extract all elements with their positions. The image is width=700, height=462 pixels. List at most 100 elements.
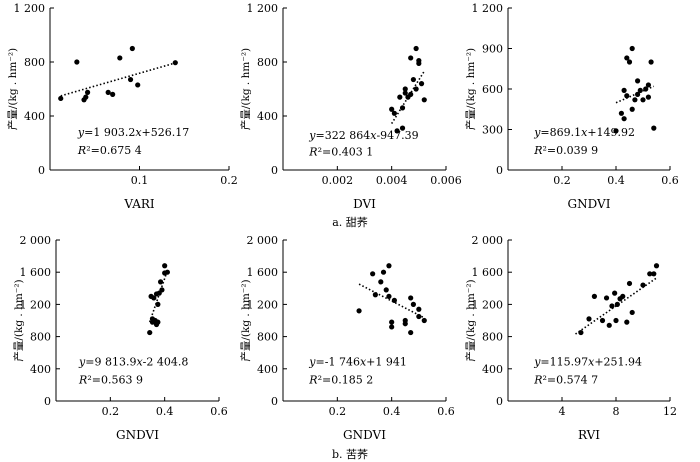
y-tick-label: 0: [496, 164, 503, 177]
data-point: [645, 82, 652, 88]
y-tick-label: 400: [482, 363, 503, 376]
data-point: [370, 271, 376, 277]
data-point: [624, 319, 630, 325]
data-point: [356, 308, 362, 314]
data-point: [416, 60, 422, 66]
x-tick-label: 12: [663, 405, 677, 418]
data-point: [58, 95, 64, 102]
y-tick-label: 0: [271, 395, 278, 408]
caption-b: b. 苦荞: [331, 448, 369, 461]
x-tick-label: 0.006: [430, 174, 462, 187]
data-point: [416, 306, 422, 312]
data-point: [629, 309, 635, 316]
y-tick-label: 800: [482, 331, 503, 344]
data-point: [389, 106, 395, 112]
data-point: [410, 301, 416, 307]
data-point: [613, 128, 619, 134]
data-point: [643, 86, 649, 92]
data-point: [383, 287, 389, 293]
r-squared: R²=0.039 9: [533, 144, 598, 157]
y-tick-label: 400: [24, 110, 45, 123]
x-tick-label: 0.002: [322, 174, 354, 187]
data-point: [635, 78, 641, 84]
r-squared: R²=0.185 2: [308, 373, 373, 386]
panel-5: 0 400 800 1 200 1 600 2 000 0.2 0.4 0.6 GNDVI 产量/(…: [239, 234, 455, 442]
x-axis-label: GNDVI: [343, 428, 386, 442]
data-point: [618, 110, 625, 116]
y-axis-label: 产量/(kg . hm⁻²): [6, 48, 19, 130]
data-point: [408, 91, 414, 97]
data-point: [591, 293, 598, 299]
data-point: [586, 316, 592, 322]
data-point: [626, 280, 633, 287]
data-point: [84, 89, 91, 95]
y-tick-label: 800: [30, 331, 51, 344]
data-point: [578, 329, 584, 336]
data-point: [632, 97, 638, 103]
x-tick-label: 0.6: [661, 174, 679, 187]
y-tick-label: 900: [482, 43, 503, 56]
y-tick-label: 0: [44, 395, 51, 408]
data-point: [399, 105, 406, 111]
data-point: [389, 319, 395, 325]
x-tick-label: 0.004: [376, 174, 408, 187]
data-point: [624, 93, 630, 99]
y-tick-label: 1 200: [247, 298, 279, 311]
data-point: [151, 295, 157, 301]
data-point: [606, 322, 612, 328]
x-axis-label: VARI: [123, 197, 155, 211]
y-tick-label: 1 200: [472, 2, 504, 15]
y-axis-label: 产量/(kg . hm⁻²): [464, 279, 477, 361]
y-tick-label: 1 200: [247, 2, 279, 15]
x-tick-label: 0.2: [220, 174, 238, 187]
data-point: [172, 60, 178, 66]
data-point: [640, 97, 646, 103]
data-point: [413, 45, 419, 52]
y-tick-label: 1 600: [472, 266, 504, 279]
r-squared: R²=0.574 7: [533, 373, 598, 386]
trend-line: [148, 270, 169, 323]
caption-a: a. 甜荞: [332, 216, 368, 229]
data-point: [621, 87, 627, 93]
data-point: [621, 116, 627, 122]
data-point: [620, 293, 626, 299]
y-tick-label: 2 000: [247, 234, 279, 247]
data-point: [614, 301, 620, 307]
x-axis-label: DVI: [353, 197, 376, 211]
x-tick-label: 0.1: [131, 174, 149, 187]
data-point: [410, 76, 416, 83]
r-squared: R²=0.563 9: [78, 373, 143, 386]
y-tick-label: 800: [257, 331, 278, 344]
data-point: [162, 263, 168, 269]
regression-equation: y=115.97x+251.94: [533, 356, 642, 369]
data-point: [117, 55, 123, 61]
data-point: [127, 76, 134, 83]
data-point: [408, 55, 414, 61]
data-point: [380, 269, 387, 275]
data-point: [416, 313, 422, 320]
data-point: [110, 91, 116, 97]
data-point: [645, 94, 652, 100]
data-point: [648, 59, 654, 65]
data-point: [402, 86, 408, 92]
data-point: [408, 329, 414, 336]
data-point: [408, 295, 414, 301]
y-tick-label: 300: [482, 124, 503, 137]
x-tick-label: 0.6: [437, 405, 455, 418]
y-tick-label: 1 200: [472, 298, 504, 311]
y-tick-label: 800: [24, 56, 45, 69]
y-tick-label: 0: [496, 395, 503, 408]
y-tick-label: 800: [257, 56, 278, 69]
x-axis-label: GNDVI: [568, 197, 611, 211]
y-axis-label: 产量/(kg . hm⁻²): [239, 48, 252, 130]
data-point: [386, 293, 392, 299]
data-point: [402, 90, 408, 96]
data-point: [629, 106, 635, 112]
x-tick-label: 0.6: [210, 405, 228, 418]
r-squared: R²=0.675 4: [77, 144, 142, 157]
x-tick-label: 0.4: [607, 174, 625, 187]
regression-equation: y=322 864x-947.39: [308, 129, 418, 142]
x-tick-label: 4: [559, 405, 566, 418]
regression-equation: y=869.1x+149.92: [533, 126, 635, 139]
x-tick-label: 0.2: [102, 405, 120, 418]
